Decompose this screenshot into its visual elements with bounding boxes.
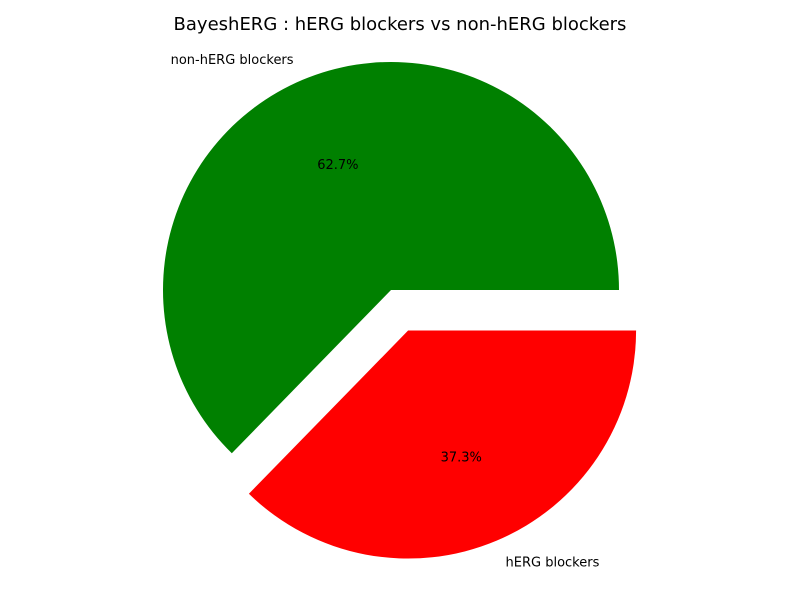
slice-label-1: hERG blockers [506, 556, 600, 571]
slice-pct-label-1: 37.3% [441, 451, 482, 466]
pie-slices [163, 62, 637, 559]
slice-label-0: non-hERG blockers [171, 53, 294, 68]
pie-slice-1 [248, 330, 637, 559]
pie-labels: non-hERG blockers 62.7% hERG blockers 37.3% [171, 53, 600, 571]
slice-pct-label-0: 62.7% [317, 158, 358, 173]
chart-title: BayeshERG : hERG blockers vs non-hERG bl… [174, 14, 627, 35]
pie-slice-0 [163, 62, 619, 454]
